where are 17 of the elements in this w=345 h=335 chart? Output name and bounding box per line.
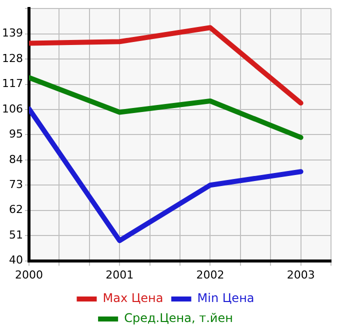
x-tick-label: 2001: [106, 268, 134, 282]
legend-label: Сред.Цена, т.йен: [124, 311, 233, 326]
x-tick-label: 2002: [196, 268, 224, 282]
y-tick-label: 40: [8, 254, 23, 267]
y-tick-label: 95: [8, 128, 23, 141]
y-tick-label: 73: [8, 178, 23, 191]
y-tick-label: 128: [2, 52, 23, 65]
x-tick-label: 2000: [14, 268, 43, 282]
y-tick-label: 117: [2, 77, 23, 90]
x-tick-label: 2003: [286, 268, 315, 282]
y-tick-label: 106: [2, 102, 23, 116]
y-tick-label: 139: [2, 26, 23, 40]
y-tick-label: 62: [8, 203, 23, 216]
y-tick-label: 51: [8, 228, 23, 242]
y-tick-label: 84: [8, 152, 23, 166]
legend-label: Min Цена: [197, 291, 254, 306]
legend-label: Max Цена: [102, 291, 164, 306]
